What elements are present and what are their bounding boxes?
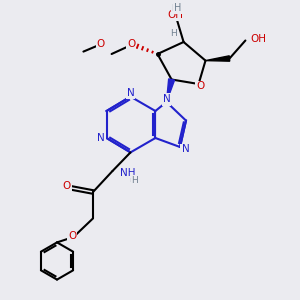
Text: N: N: [127, 88, 134, 98]
Text: H: H: [174, 3, 182, 14]
Text: N: N: [182, 144, 189, 154]
Text: N: N: [97, 133, 105, 143]
Text: O: O: [104, 52, 106, 53]
Text: OH: OH: [251, 34, 267, 44]
Text: H: H: [132, 176, 138, 185]
Text: N: N: [127, 88, 134, 98]
Text: methyl: methyl: [79, 52, 83, 53]
Text: N: N: [163, 94, 170, 104]
Text: H: H: [172, 4, 178, 14]
Polygon shape: [206, 56, 230, 61]
Text: N: N: [97, 133, 105, 143]
Text: O: O: [96, 39, 105, 50]
Polygon shape: [167, 79, 175, 102]
Text: N: N: [163, 95, 170, 105]
Text: NH: NH: [120, 167, 136, 178]
Text: methoxy: methoxy: [100, 53, 106, 54]
Text: O: O: [196, 81, 205, 92]
Text: NH: NH: [118, 168, 134, 178]
Text: N: N: [181, 145, 188, 155]
Text: H: H: [170, 29, 176, 38]
Text: O: O: [62, 181, 71, 191]
Text: H: H: [130, 176, 136, 184]
Text: OH: OH: [167, 10, 183, 20]
Text: O: O: [127, 39, 135, 49]
Text: O: O: [96, 39, 105, 50]
Text: O: O: [68, 231, 76, 241]
